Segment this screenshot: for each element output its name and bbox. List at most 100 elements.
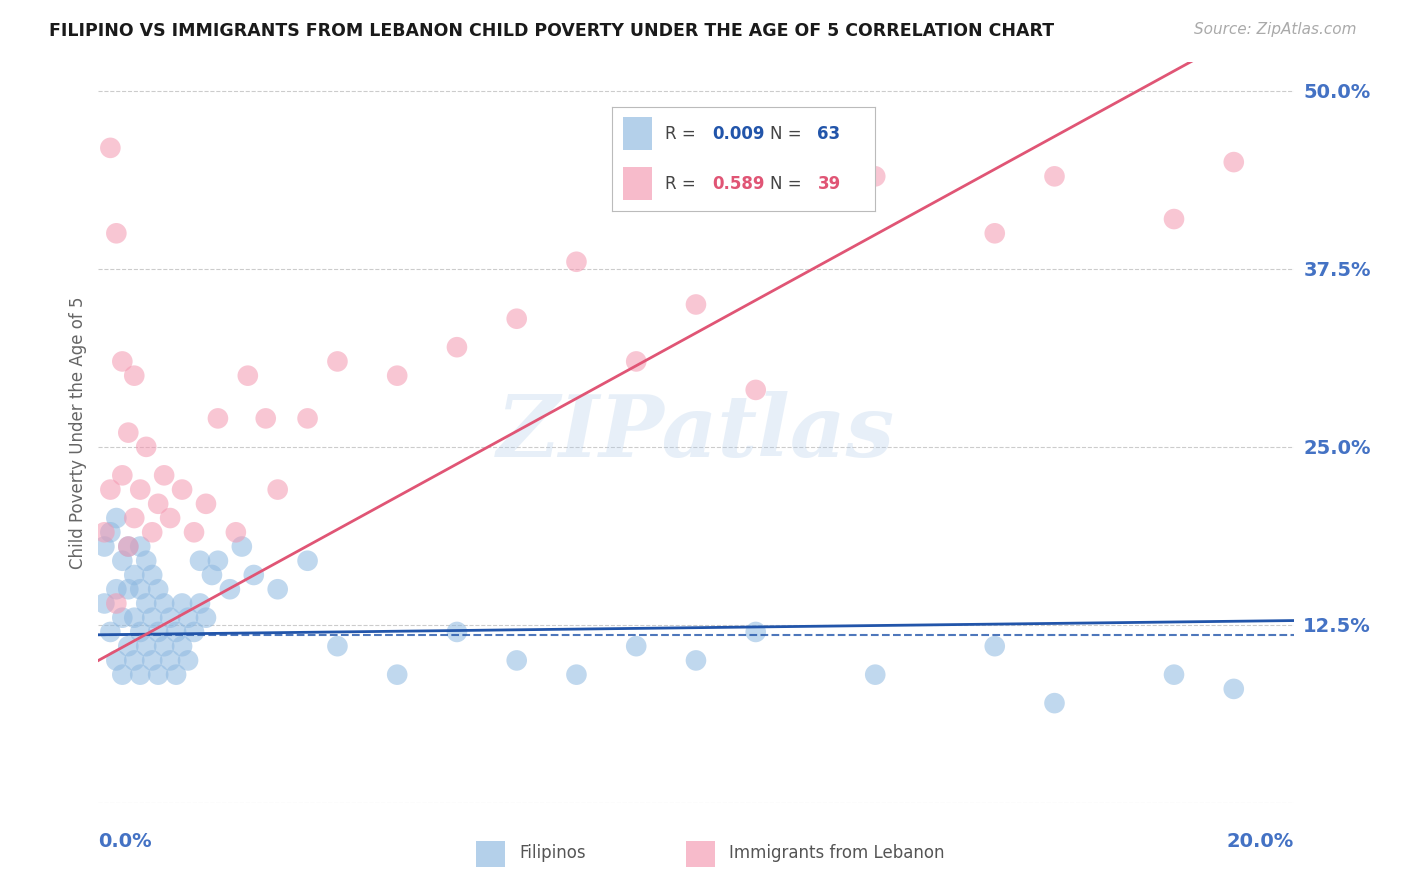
Point <box>148 582 170 597</box>
Point <box>267 483 290 497</box>
Point <box>124 368 146 383</box>
Point <box>135 597 157 611</box>
Point <box>177 610 200 624</box>
Point <box>153 468 176 483</box>
Point <box>105 597 128 611</box>
Point <box>124 568 146 582</box>
Point <box>159 610 181 624</box>
Point <box>117 540 139 554</box>
Point <box>93 540 115 554</box>
Point <box>745 383 768 397</box>
Point <box>297 554 319 568</box>
Point <box>1223 155 1246 169</box>
Point <box>141 568 163 582</box>
Point <box>225 525 247 540</box>
Point <box>135 440 157 454</box>
Point <box>626 639 648 653</box>
Point <box>172 483 194 497</box>
Point <box>201 568 224 582</box>
Point <box>159 511 181 525</box>
Point <box>195 610 218 624</box>
Point <box>117 540 139 554</box>
Point <box>745 624 768 639</box>
Point <box>236 368 259 383</box>
Point <box>195 497 218 511</box>
Text: 20.0%: 20.0% <box>1226 832 1294 852</box>
Point <box>231 540 253 554</box>
Point <box>207 554 229 568</box>
Point <box>135 639 157 653</box>
Point <box>111 610 134 624</box>
Point <box>565 667 588 681</box>
Point <box>172 597 194 611</box>
Point <box>129 667 152 681</box>
Point <box>141 610 163 624</box>
Point <box>117 639 139 653</box>
Point <box>183 525 205 540</box>
Text: Source: ZipAtlas.com: Source: ZipAtlas.com <box>1194 22 1357 37</box>
Point <box>984 639 1007 653</box>
Point <box>124 511 146 525</box>
Point <box>297 411 319 425</box>
Point <box>183 624 205 639</box>
Point <box>148 667 170 681</box>
Point <box>207 411 229 425</box>
Point <box>1223 681 1246 696</box>
Point <box>506 653 529 667</box>
Point <box>685 297 707 311</box>
Point <box>111 354 134 368</box>
Point <box>124 610 146 624</box>
Point <box>326 639 349 653</box>
Point <box>385 667 409 681</box>
Point <box>188 554 211 568</box>
Point <box>177 653 200 667</box>
Point <box>111 468 134 483</box>
Point <box>105 227 128 241</box>
Point <box>153 597 176 611</box>
Y-axis label: Child Poverty Under the Age of 5: Child Poverty Under the Age of 5 <box>69 296 87 569</box>
Point <box>105 582 128 597</box>
Point <box>865 169 887 184</box>
Point <box>129 582 152 597</box>
Point <box>135 554 157 568</box>
Point <box>865 667 887 681</box>
Point <box>98 624 122 639</box>
Point <box>111 554 134 568</box>
Point <box>267 582 290 597</box>
Point <box>148 624 170 639</box>
Point <box>565 254 588 268</box>
Point <box>254 411 277 425</box>
Point <box>148 497 170 511</box>
Point <box>1163 667 1185 681</box>
Point <box>159 653 181 667</box>
Point <box>984 227 1007 241</box>
Point <box>172 639 194 653</box>
Point <box>105 653 128 667</box>
Point <box>243 568 266 582</box>
Point <box>153 639 176 653</box>
Point <box>111 667 134 681</box>
Point <box>165 624 187 639</box>
Point <box>446 340 468 354</box>
Point <box>685 653 707 667</box>
Point <box>626 354 648 368</box>
Point <box>165 667 187 681</box>
Point <box>98 141 122 155</box>
Point <box>141 525 163 540</box>
Point <box>188 597 211 611</box>
Point <box>93 597 115 611</box>
Point <box>124 653 146 667</box>
Text: 0.0%: 0.0% <box>98 832 152 852</box>
Point <box>446 624 468 639</box>
Point <box>129 540 152 554</box>
Point <box>1043 169 1066 184</box>
Point <box>129 624 152 639</box>
Text: ZIPatlas: ZIPatlas <box>496 391 896 475</box>
Point <box>219 582 242 597</box>
Point <box>129 483 152 497</box>
Point <box>117 582 139 597</box>
Text: FILIPINO VS IMMIGRANTS FROM LEBANON CHILD POVERTY UNDER THE AGE OF 5 CORRELATION: FILIPINO VS IMMIGRANTS FROM LEBANON CHIL… <box>49 22 1054 40</box>
Point <box>1043 696 1066 710</box>
Point <box>141 653 163 667</box>
Point <box>385 368 409 383</box>
